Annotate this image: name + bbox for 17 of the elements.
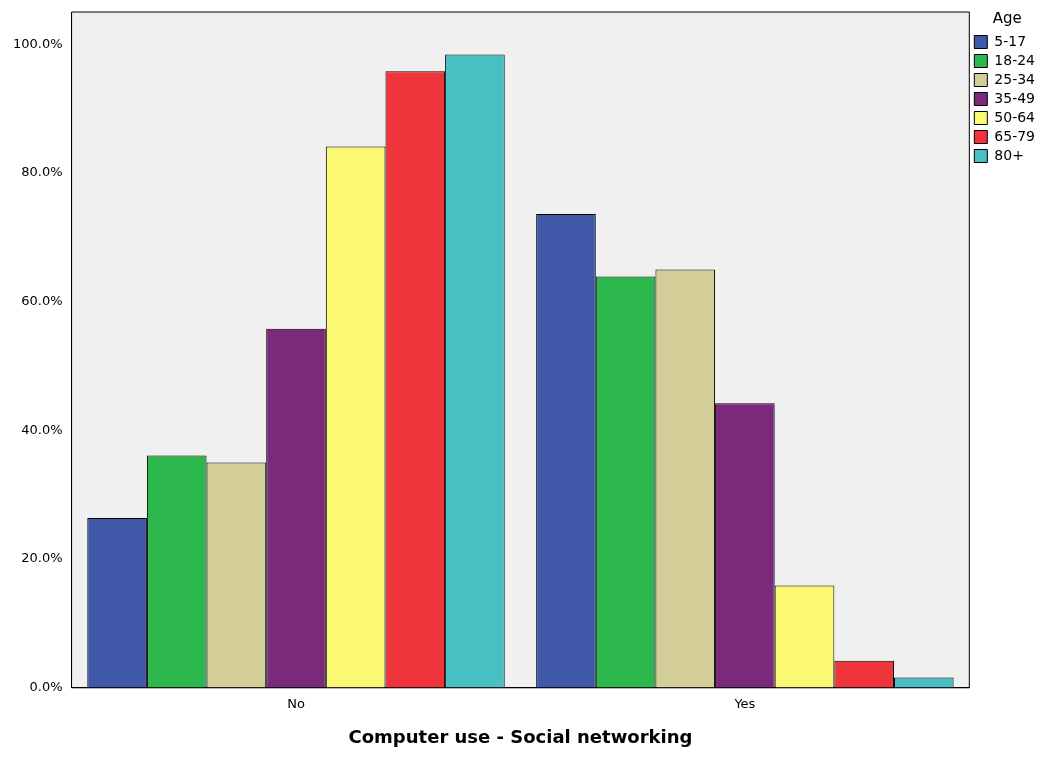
y-tick-label: 60.0% bbox=[21, 293, 63, 308]
legend-title: Age bbox=[992, 9, 1022, 28]
legend-label: 25-34 bbox=[994, 70, 1036, 87]
legend-label: 65-79 bbox=[994, 127, 1036, 144]
x-tick-label: Yes bbox=[733, 695, 756, 711]
x-tick-label: No bbox=[287, 695, 305, 711]
legend-label: 5-17 bbox=[994, 32, 1027, 49]
legend-label: 50-64 bbox=[994, 108, 1036, 125]
y-tick-label: 0.0% bbox=[29, 679, 63, 695]
y-tick-label: 40.0% bbox=[21, 421, 63, 437]
x-axis-title: Computer use - Social networking bbox=[348, 725, 693, 747]
legend-label: 18-24 bbox=[994, 51, 1036, 68]
y-tick-label: 20.0% bbox=[21, 550, 63, 566]
legend-label: 80+ bbox=[994, 146, 1024, 163]
y-tick-label: 80.0% bbox=[21, 164, 63, 180]
y-tick-label: 100.0% bbox=[12, 35, 63, 51]
legend-label: 35-49 bbox=[994, 89, 1036, 106]
